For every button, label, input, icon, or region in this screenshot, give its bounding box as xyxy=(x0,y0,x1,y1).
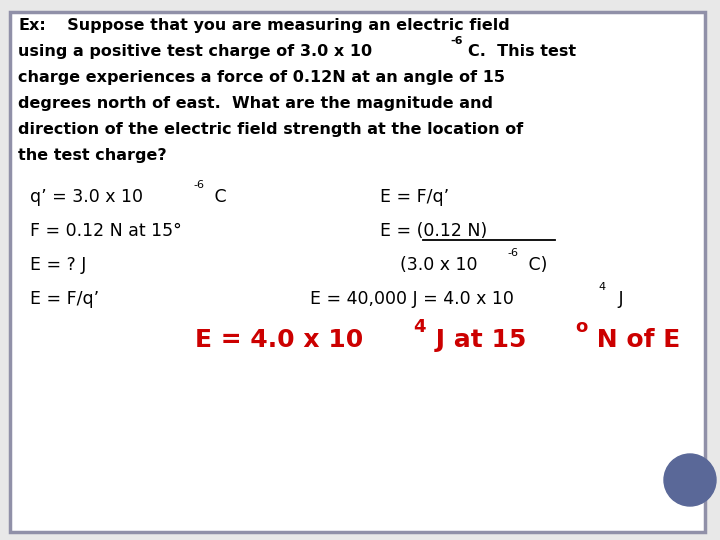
Text: q’ = 3.0 x 10: q’ = 3.0 x 10 xyxy=(30,188,143,206)
Text: Suppose that you are measuring an electric field: Suppose that you are measuring an electr… xyxy=(56,18,510,33)
Text: E = F/q’: E = F/q’ xyxy=(30,290,99,308)
Text: N of E: N of E xyxy=(588,328,680,352)
Text: E = (0.12 N): E = (0.12 N) xyxy=(380,222,487,240)
Circle shape xyxy=(664,454,716,506)
FancyBboxPatch shape xyxy=(10,12,705,532)
Text: 4: 4 xyxy=(413,318,426,336)
Text: 4: 4 xyxy=(598,282,605,292)
Text: using a positive test charge of 3.0 x 10: using a positive test charge of 3.0 x 10 xyxy=(18,44,372,59)
Text: E = 40,000 J = 4.0 x 10: E = 40,000 J = 4.0 x 10 xyxy=(310,290,514,308)
Text: J: J xyxy=(613,290,624,308)
Text: (3.0 x 10: (3.0 x 10 xyxy=(400,256,477,274)
Text: Ex:: Ex: xyxy=(18,18,46,33)
Text: -6: -6 xyxy=(507,248,518,258)
Text: E = ? J: E = ? J xyxy=(30,256,86,274)
Text: E = F/q’: E = F/q’ xyxy=(380,188,449,206)
Text: direction of the electric field strength at the location of: direction of the electric field strength… xyxy=(18,122,523,137)
Text: -6: -6 xyxy=(450,36,462,46)
Text: o: o xyxy=(575,318,588,336)
Text: C): C) xyxy=(523,256,547,274)
Text: charge experiences a force of 0.12N at an angle of 15: charge experiences a force of 0.12N at a… xyxy=(18,70,505,85)
Text: E = 4.0 x 10: E = 4.0 x 10 xyxy=(195,328,364,352)
Text: degrees north of east.  What are the magnitude and: degrees north of east. What are the magn… xyxy=(18,96,493,111)
Text: C: C xyxy=(209,188,227,206)
Text: C.  This test: C. This test xyxy=(468,44,576,59)
Text: the test charge?: the test charge? xyxy=(18,148,166,163)
Text: F = 0.12 N at 15°: F = 0.12 N at 15° xyxy=(30,222,181,240)
Text: -6: -6 xyxy=(193,180,204,190)
Text: J at 15: J at 15 xyxy=(427,328,526,352)
